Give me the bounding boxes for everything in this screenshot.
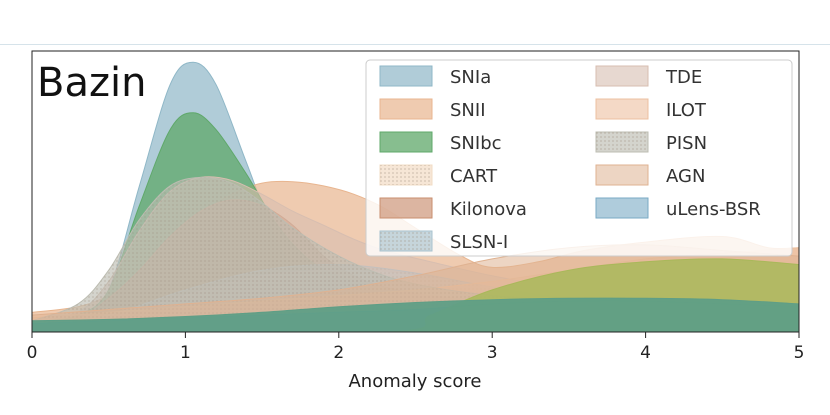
legend-swatch-ilot	[595, 98, 649, 120]
legend-swatch-snibc	[379, 131, 433, 153]
legend-label-tde: TDE	[665, 67, 702, 88]
x-tick-label-1: 1	[180, 343, 191, 363]
legend-label-snibc: SNIbc	[450, 133, 502, 154]
hatch-pisn	[32, 177, 799, 332]
legend-label-slsn-i: SLSN-I	[450, 232, 508, 253]
x-axis-label: Anomaly score	[348, 371, 481, 392]
legend-hatch-cart	[380, 165, 432, 185]
legend-label-cart: CART	[450, 166, 498, 187]
legend-hatch-slsn-i	[380, 231, 432, 251]
x-axis: 0 1 2 3 4 5	[27, 332, 805, 363]
x-tick-label-4: 4	[640, 343, 651, 363]
legend-swatch-ulens-bsr	[595, 197, 649, 219]
legend-swatch-snia	[379, 65, 433, 87]
legend-swatch-snii	[379, 98, 433, 120]
legend-label-kilonova: Kilonova	[450, 199, 527, 220]
top-rule	[0, 44, 830, 45]
legend: SNIa SNII SNIbc CART Kilonova SLSN-I TDE ILOT PI…	[365, 59, 793, 257]
legend-label-snii: SNII	[450, 100, 486, 121]
area-green-base	[32, 297, 799, 332]
legend-label-ulens-bsr: uLens-BSR	[666, 199, 761, 220]
legend-swatch-agn	[595, 164, 649, 186]
series-areas	[32, 61, 799, 332]
legend-label-pisn: PISN	[666, 133, 707, 154]
legend-swatch-kilonova	[379, 197, 433, 219]
legend-box	[365, 59, 793, 257]
plot-frame	[31, 50, 800, 333]
legend-label-agn: AGN	[666, 166, 705, 187]
legend-swatch-tde	[595, 65, 649, 87]
legend-hatch-pisn	[596, 132, 648, 152]
x-tick-label-2: 2	[333, 343, 344, 363]
legend-label-snia: SNIa	[450, 67, 491, 88]
x-tick-label-0: 0	[27, 343, 38, 363]
x-tick-label-5: 5	[794, 343, 805, 363]
x-tick-label-3: 3	[487, 343, 498, 363]
legend-label-ilot: ILOT	[666, 100, 707, 121]
chart-title: Bazin	[37, 60, 146, 106]
